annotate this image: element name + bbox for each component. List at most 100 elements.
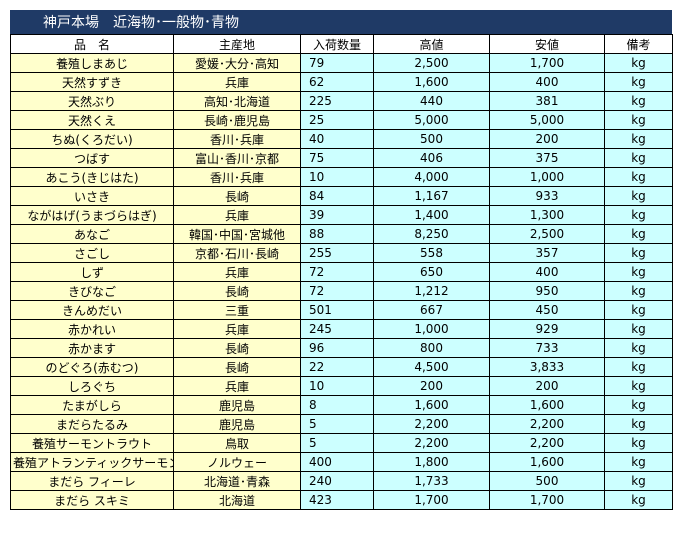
origin-cell: 長崎･鹿児島 [173,110,301,130]
origin-cell: 京都･石川･長崎 [173,243,301,263]
quantity-cell: 39 [300,205,374,225]
table-row: あこう(きじはた) 香川･兵庫 10 4,000 1,000 kg [10,167,673,187]
item-name-cell: まだら スキミ [10,490,174,510]
item-name-cell: まだら フィーレ [10,471,174,491]
header-high-price: 高値 [373,34,490,54]
header-row: 品 名 主産地 入荷数量 高値 安値 備考 [10,34,673,54]
high-price-cell: 1,400 [373,205,490,225]
table-row: つばす 富山･香川･京都 75 406 375 kg [10,148,673,168]
origin-cell: 兵庫 [173,262,301,282]
table-row: さごし 京都･石川･長崎 255 558 357 kg [10,243,673,263]
price-sheet: 神戸本場 近海物･一般物･青物 品 名 主産地 入荷数量 高値 安値 備考 養殖… [10,10,673,510]
low-price-cell: 400 [489,262,605,282]
low-price-cell: 375 [489,148,605,168]
high-price-cell: 200 [373,376,490,396]
origin-cell: 兵庫 [173,72,301,92]
high-price-cell: 2,200 [373,414,490,434]
origin-cell: 高知･北海道 [173,91,301,111]
header-quantity: 入荷数量 [300,34,374,54]
low-price-cell: 933 [489,186,605,206]
low-price-cell: 3,833 [489,357,605,377]
item-name-cell: ちぬ(くろだい) [10,129,174,149]
high-price-cell: 1,167 [373,186,490,206]
item-name-cell: 天然ぶり [10,91,174,111]
high-price-cell: 2,200 [373,433,490,453]
header-name: 品 名 [10,34,174,54]
item-name-cell: 赤かます [10,338,174,358]
quantity-cell: 8 [300,395,374,415]
table-row: しず 兵庫 72 650 400 kg [10,262,673,282]
high-price-cell: 4,500 [373,357,490,377]
high-price-cell: 500 [373,129,490,149]
item-name-cell: 天然すずき [10,72,174,92]
high-price-cell: 4,000 [373,167,490,187]
quantity-cell: 84 [300,186,374,206]
table-body: 養殖しまあじ 愛媛･大分･高知 79 2,500 1,700 kg 天然すずき 兵庫 62 1,6… [10,53,673,510]
unit-cell: kg [604,452,673,472]
origin-cell: 兵庫 [173,205,301,225]
item-name-cell: しろぐち [10,376,174,396]
quantity-cell: 501 [300,300,374,320]
quantity-cell: 5 [300,414,374,434]
origin-cell: 鹿児島 [173,395,301,415]
table-row: 養殖アトランティックサーモン ノルウェー 400 1,800 1,600 kg [10,452,673,472]
unit-cell: kg [604,224,673,244]
unit-cell: kg [604,300,673,320]
low-price-cell: 2,500 [489,224,605,244]
origin-cell: 北海道･青森 [173,471,301,491]
unit-cell: kg [604,376,673,396]
high-price-cell: 1,000 [373,319,490,339]
unit-cell: kg [604,205,673,225]
high-price-cell: 667 [373,300,490,320]
quantity-cell: 79 [300,53,374,73]
table-row: ながはげ(うまづらはぎ) 兵庫 39 1,400 1,300 kg [10,205,673,225]
origin-cell: 香川･兵庫 [173,167,301,187]
origin-cell: 長崎 [173,186,301,206]
origin-cell: 愛媛･大分･高知 [173,53,301,73]
origin-cell: 北海道 [173,490,301,510]
table-row: 赤かます 長崎 96 800 733 kg [10,338,673,358]
item-name-cell: 赤かれい [10,319,174,339]
item-name-cell: いさき [10,186,174,206]
high-price-cell: 406 [373,148,490,168]
origin-cell: 長崎 [173,281,301,301]
low-price-cell: 5,000 [489,110,605,130]
high-price-cell: 5,000 [373,110,490,130]
origin-cell: ノルウェー [173,452,301,472]
low-price-cell: 357 [489,243,605,263]
item-name-cell: まだらたるみ [10,414,174,434]
low-price-cell: 500 [489,471,605,491]
quantity-cell: 40 [300,129,374,149]
unit-cell: kg [604,319,673,339]
high-price-cell: 8,250 [373,224,490,244]
origin-cell: 兵庫 [173,376,301,396]
table-row: 天然くえ 長崎･鹿児島 25 5,000 5,000 kg [10,110,673,130]
table-row: 養殖サーモントラウト 鳥取 5 2,200 2,200 kg [10,433,673,453]
table-row: 天然ぶり 高知･北海道 225 440 381 kg [10,91,673,111]
unit-cell: kg [604,129,673,149]
quantity-cell: 72 [300,281,374,301]
low-price-cell: 2,200 [489,433,605,453]
low-price-cell: 1,600 [489,395,605,415]
high-price-cell: 440 [373,91,490,111]
item-name-cell: あこう(きじはた) [10,167,174,187]
item-name-cell: たまがしら [10,395,174,415]
item-name-cell: しず [10,262,174,282]
quantity-cell: 10 [300,167,374,187]
low-price-cell: 400 [489,72,605,92]
table-row: まだら スキミ 北海道 423 1,700 1,700 kg [10,490,673,510]
quantity-cell: 255 [300,243,374,263]
unit-cell: kg [604,91,673,111]
quantity-cell: 75 [300,148,374,168]
table-row: きんめだい 三重 501 667 450 kg [10,300,673,320]
quantity-cell: 62 [300,72,374,92]
high-price-cell: 800 [373,338,490,358]
item-name-cell: きんめだい [10,300,174,320]
high-price-cell: 1,700 [373,490,490,510]
low-price-cell: 1,700 [489,490,605,510]
quantity-cell: 400 [300,452,374,472]
table-row: のどぐろ(赤むつ) 長崎 22 4,500 3,833 kg [10,357,673,377]
origin-cell: 三重 [173,300,301,320]
quantity-cell: 245 [300,319,374,339]
quantity-cell: 25 [300,110,374,130]
